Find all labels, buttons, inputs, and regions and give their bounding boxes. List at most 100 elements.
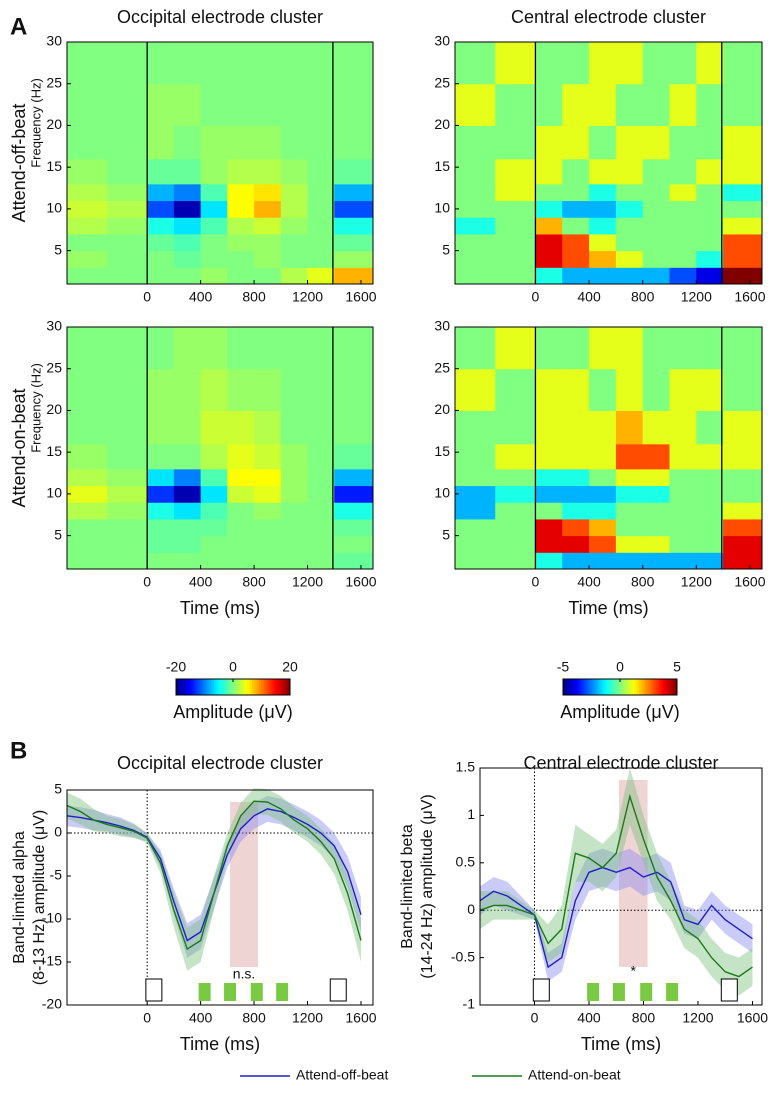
heatmap-cell — [562, 267, 590, 285]
heatmap-cell — [455, 485, 496, 503]
heatmap-cell — [615, 267, 644, 285]
heatmap-cell — [723, 468, 763, 487]
x-tick-label: 1200 — [292, 289, 323, 305]
heatmap-cell — [227, 267, 255, 285]
heatmap-cell — [147, 502, 175, 520]
colorbar-swatch — [563, 679, 566, 695]
heatmap-cell — [107, 125, 148, 160]
plot-frame — [454, 41, 763, 285]
colorbar-swatch — [572, 679, 576, 695]
heatmap-cell — [535, 158, 563, 185]
heatmap-cell — [589, 83, 617, 126]
heatmap-cell — [455, 83, 496, 126]
colorbar-swatch — [280, 679, 284, 695]
colorbar-swatch — [197, 679, 201, 695]
colorbar-swatch — [596, 679, 600, 695]
colorbar-swatch — [650, 679, 654, 695]
heatmap-cell — [227, 200, 255, 218]
heatmap-cell — [615, 535, 644, 553]
colorbar-swatch — [646, 679, 649, 695]
x-tick-label: 1600 — [734, 574, 765, 590]
colorbar-tick-label: 5 — [673, 659, 681, 675]
heatmap-cell — [495, 250, 536, 268]
x-axis-label: Time (ms) — [581, 1034, 661, 1054]
heatmap-cell — [589, 233, 617, 252]
heatmap-cell — [107, 42, 148, 85]
plot-frame — [454, 326, 763, 570]
heatmap-cell — [280, 233, 309, 252]
heatmap-cell — [107, 233, 148, 252]
heatmap-cell — [669, 183, 697, 202]
y-tick-label: 5 — [54, 526, 62, 542]
heatmap-cell — [200, 468, 228, 487]
colorbar-swatch — [263, 679, 267, 695]
colorbar-swatch — [615, 679, 619, 695]
heatmap-cell — [723, 233, 763, 252]
plot-frame — [66, 41, 374, 285]
colorbar-swatch — [192, 679, 196, 695]
heatmap-cell — [200, 42, 228, 85]
colorbar-tick-label: 20 — [282, 659, 298, 675]
x-tick-label: 800 — [631, 574, 655, 590]
heatmap-cell — [562, 233, 590, 252]
y-tick-label: 30 — [434, 318, 450, 334]
heatmap-cell — [455, 158, 496, 185]
colorbar-swatch — [669, 679, 673, 695]
heatmap-cell — [696, 535, 724, 553]
heatmap-cell — [307, 125, 335, 160]
colorbar-swatch — [608, 679, 611, 695]
colorbar-swatch — [570, 679, 573, 695]
heatmap-cell — [147, 125, 175, 160]
heatmap-cell — [67, 502, 108, 520]
colorbar-swatch — [178, 679, 182, 695]
heatmap-cell — [147, 485, 175, 503]
colorbar-swatch — [180, 679, 184, 695]
heatmap-cell — [669, 468, 697, 487]
colorbar-swatch — [658, 679, 661, 695]
colorbar-label: Amplitude (μV) — [173, 702, 292, 722]
tap-marker — [666, 983, 679, 1001]
heatmap-cell — [200, 327, 228, 370]
heatmap-cell — [455, 250, 496, 268]
colorbar-swatch — [242, 679, 246, 695]
heatmap-cell — [669, 518, 697, 537]
heatmap-cell — [455, 410, 496, 445]
heatmap-cell — [669, 200, 697, 218]
heatmap-cell — [589, 267, 617, 285]
heatmap-cell — [173, 233, 202, 252]
heatmap-cell — [173, 83, 202, 126]
heatmap-cell — [495, 125, 536, 160]
heatmap-cell — [254, 485, 282, 503]
heatmap-cell — [495, 468, 536, 487]
colorbar-swatch — [641, 679, 645, 695]
heatmap-cell — [642, 552, 670, 570]
error-band — [67, 796, 361, 958]
heatmap-cell — [173, 42, 202, 85]
heatmap-cell — [723, 518, 763, 537]
heatmap-cell — [147, 158, 175, 185]
heatmap-cell — [200, 443, 228, 470]
heatmap-cell — [535, 443, 563, 470]
heatmap-cell — [642, 42, 670, 85]
y-axis-label: (14-24 Hz) amplitude (μV) — [419, 794, 436, 978]
heatmap-cell — [562, 410, 590, 445]
heatmap-cell — [696, 368, 724, 411]
heatmap-cell — [307, 368, 335, 411]
heatmap-cell — [589, 410, 617, 445]
heatmap-cell — [67, 368, 108, 411]
x-tick-label: 1600 — [345, 1010, 376, 1026]
annotation: n.s. — [233, 966, 256, 982]
colorbar-swatch — [584, 679, 588, 695]
heatmap-cell — [334, 485, 374, 503]
heatmap-cell — [562, 502, 590, 520]
y-tick-label: 10 — [46, 200, 62, 216]
heatmap-cell — [642, 125, 670, 160]
colorbar-swatch — [660, 679, 664, 695]
x-tick-label: 1200 — [292, 1010, 323, 1026]
heatmap-cell — [669, 233, 697, 252]
heatmap-cell — [334, 42, 374, 85]
heatmap-cell — [107, 368, 148, 411]
heatmap-cell — [280, 125, 309, 160]
heatmap-cell — [227, 410, 255, 445]
heatmap-cell — [642, 250, 670, 268]
